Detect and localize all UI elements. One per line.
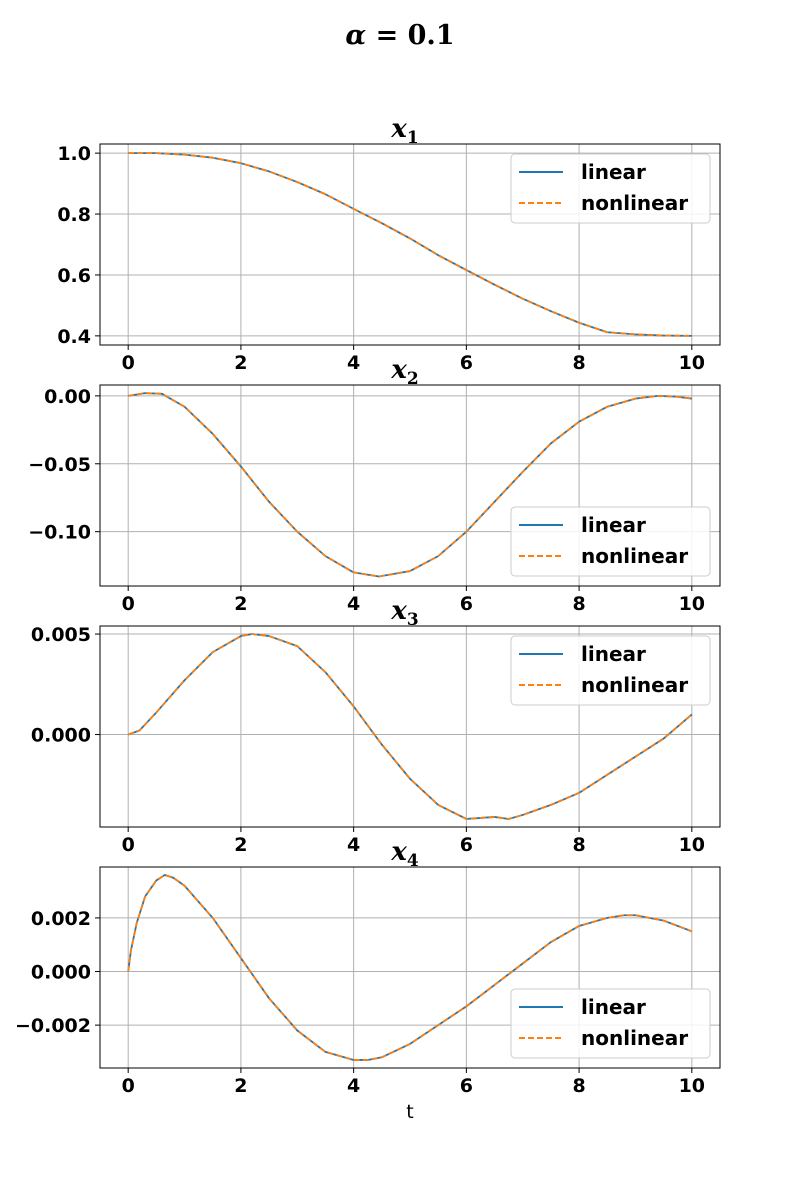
legend: linear nonlinear	[510, 988, 711, 1059]
x-tick-label: 0	[122, 352, 135, 374]
series-line-nonlinear	[127, 874, 693, 1061]
subplot-title-index: 4	[407, 851, 419, 871]
legend-label-nonlinear: nonlinear	[581, 673, 688, 697]
y-tick-label: 0.6	[57, 265, 91, 287]
legend-label-nonlinear: nonlinear	[581, 544, 688, 568]
series-line-nonlinear	[128, 152, 692, 337]
x-tick-label: 4	[347, 352, 360, 374]
legend: linear nonlinear	[510, 635, 711, 706]
y-tick-label: 0.8	[57, 204, 91, 226]
series-line-nonlinear	[128, 392, 692, 578]
x-tick-label: 4	[347, 1075, 360, 1097]
subplot-title: x4	[390, 837, 419, 871]
x-axis-label: t	[406, 1101, 413, 1123]
legend-label-linear: linear	[581, 160, 646, 184]
x-tick-label: 6	[460, 352, 473, 374]
x-tick-label: 2	[234, 593, 247, 615]
x-tick-label: 4	[347, 834, 360, 856]
subplot-title-var: x	[390, 114, 407, 144]
y-tick-label: 0.002	[31, 908, 91, 930]
figure-title-value: = 0.1	[366, 20, 454, 51]
x-tick-label: 10	[679, 352, 705, 374]
x-tick-label: 10	[679, 1075, 705, 1097]
y-tick-label: 0.000	[31, 725, 91, 747]
x-tick-label: 6	[460, 834, 473, 856]
x-tick-label: 0	[122, 1075, 135, 1097]
y-tick-label: 0.000	[31, 962, 91, 984]
legend-label-nonlinear: nonlinear	[581, 191, 688, 215]
legend-label-linear: linear	[581, 642, 646, 666]
figure-title-symbol: α	[345, 20, 366, 51]
y-tick-label: −0.05	[28, 454, 91, 476]
x-tick-label: 10	[679, 593, 705, 615]
subplot-title: x3	[390, 596, 418, 630]
plot-frame	[99, 384, 721, 587]
plot-frame	[99, 625, 721, 828]
x-tick-label: 2	[234, 352, 247, 374]
figure-title: α = 0.1	[345, 20, 454, 51]
x-tick-label: 4	[347, 593, 360, 615]
x-tick-label: 8	[572, 1075, 585, 1097]
x-tick-label: 6	[460, 593, 473, 615]
x-tick-label: 0	[122, 593, 135, 615]
subplot-title-var: x	[390, 837, 407, 867]
plot-frame	[99, 866, 721, 1069]
y-tick-label: 0.00	[44, 386, 91, 408]
x-tick-label: 8	[572, 593, 585, 615]
legend-label-linear: linear	[581, 995, 646, 1019]
x-tick-label: 10	[679, 834, 705, 856]
y-tick-label: −0.10	[28, 522, 91, 544]
subplot-x3: 0 2 4 6 8 10 0.000 0.005 x3 linear nonlinear	[31, 596, 721, 856]
legend: linear nonlinear	[510, 153, 711, 224]
subplot-title: x2	[390, 355, 418, 389]
x-tick-label: 0	[122, 834, 135, 856]
subplot-title-index: 2	[407, 369, 419, 389]
x-tick-label: 6	[460, 1075, 473, 1097]
subplot-title-index: 1	[407, 128, 419, 148]
y-tick-label: 1.0	[57, 143, 91, 165]
subplot-title-var: x	[390, 355, 407, 385]
subplot-title-index: 3	[407, 610, 419, 630]
legend-label-nonlinear: nonlinear	[581, 1026, 688, 1050]
plot-frame	[99, 143, 721, 346]
subplot-x1: 0 2 4 6 8 10 0.4 0.6 0.8 1.0 x1 linear nonlinear	[57, 114, 721, 374]
y-tick-label: 0.4	[57, 326, 91, 348]
y-tick-label: 0.005	[31, 624, 91, 646]
subplot-title-var: x	[390, 596, 407, 626]
subplot-title: x1	[390, 114, 418, 148]
x-tick-label: 2	[234, 834, 247, 856]
x-tick-label: 8	[572, 352, 585, 374]
x-tick-label: 8	[572, 834, 585, 856]
y-tick-label: −0.002	[15, 1015, 91, 1037]
legend-label-linear: linear	[581, 513, 646, 537]
x-tick-label: 2	[234, 1075, 247, 1097]
legend: linear nonlinear	[510, 506, 711, 577]
series-line-nonlinear	[127, 633, 693, 820]
